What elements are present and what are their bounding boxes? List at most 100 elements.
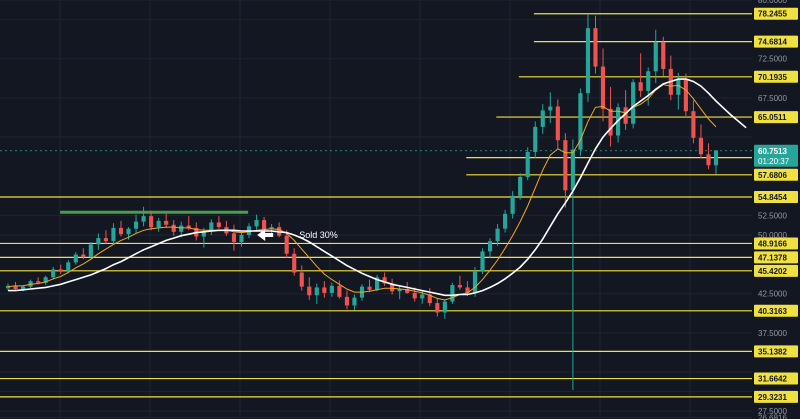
candle-body[interactable] xyxy=(164,220,169,225)
candle-body[interactable] xyxy=(653,42,658,72)
candle-body[interactable] xyxy=(503,213,508,229)
candle-body[interactable] xyxy=(156,220,161,228)
candle-body[interactable] xyxy=(36,281,41,283)
candle-body[interactable] xyxy=(698,137,704,155)
candle-body[interactable] xyxy=(578,93,583,150)
candle-body[interactable] xyxy=(307,286,312,296)
candle-body[interactable] xyxy=(13,285,18,289)
candle-body[interactable] xyxy=(58,269,63,272)
candle-body[interactable] xyxy=(525,151,530,177)
level-price-tag[interactable] xyxy=(754,345,798,358)
candle-body[interactable] xyxy=(420,294,425,299)
candle-body[interactable] xyxy=(533,126,538,152)
candle-body[interactable] xyxy=(20,286,26,289)
resistance-zone-band[interactable] xyxy=(60,210,249,214)
candle-body[interactable] xyxy=(337,285,342,297)
candle-body[interactable] xyxy=(555,106,560,141)
current-price-tag[interactable] xyxy=(754,144,798,167)
level-price-tag[interactable] xyxy=(754,304,798,317)
candle-body[interactable] xyxy=(390,283,395,292)
candle-body[interactable] xyxy=(133,221,139,229)
level-price-tag[interactable] xyxy=(754,237,798,250)
candle-body[interactable] xyxy=(646,71,651,91)
candle-body[interactable] xyxy=(51,269,56,278)
candle-body[interactable] xyxy=(518,176,523,196)
candle-body[interactable] xyxy=(382,277,387,284)
candle-body[interactable] xyxy=(284,235,289,254)
candle-body[interactable] xyxy=(231,233,237,243)
level-price-tag[interactable] xyxy=(754,390,798,403)
level-price-tag[interactable] xyxy=(754,35,798,48)
candle-body[interactable] xyxy=(427,294,432,304)
candle-body[interactable] xyxy=(465,287,470,293)
candle-body[interactable] xyxy=(706,154,711,166)
candle-body[interactable] xyxy=(239,234,244,243)
level-price-tag[interactable] xyxy=(754,70,798,83)
candle-body[interactable] xyxy=(322,287,327,293)
candle-body[interactable] xyxy=(209,222,214,232)
candle-body[interactable] xyxy=(141,216,146,222)
candle-body[interactable] xyxy=(608,108,613,136)
candle-body[interactable] xyxy=(683,79,688,112)
candle-body[interactable] xyxy=(472,270,478,293)
level-price-tag[interactable] xyxy=(754,168,798,181)
candle-body[interactable] xyxy=(540,110,545,127)
candle-body[interactable] xyxy=(661,42,666,69)
candle-body[interactable] xyxy=(126,228,131,235)
candle-body[interactable] xyxy=(262,220,267,230)
candle-body[interactable] xyxy=(585,28,591,94)
level-price-tag[interactable] xyxy=(754,251,798,264)
candle-body[interactable] xyxy=(254,220,259,227)
candle-body[interactable] xyxy=(201,231,206,237)
candle-body[interactable] xyxy=(329,285,334,293)
candle-body[interactable] xyxy=(43,277,48,283)
candle-body[interactable] xyxy=(292,253,297,273)
horizontal-levels[interactable] xyxy=(0,13,752,398)
candle-body[interactable] xyxy=(171,224,176,232)
candle-body[interactable] xyxy=(374,277,380,290)
resistance-zone[interactable] xyxy=(60,210,249,214)
candlestick-series[interactable] xyxy=(5,14,719,391)
candle-body[interactable] xyxy=(713,150,719,166)
candle-body[interactable] xyxy=(442,301,447,313)
candle-body[interactable] xyxy=(563,140,568,191)
candle-body[interactable] xyxy=(510,195,515,214)
candle-body[interactable] xyxy=(405,288,410,293)
annotations[interactable]: Sold 30% xyxy=(257,228,338,241)
candle-body[interactable] xyxy=(96,238,101,245)
candle-body[interactable] xyxy=(487,241,493,252)
level-price-tag[interactable] xyxy=(754,264,798,277)
candle-body[interactable] xyxy=(149,216,154,228)
candle-body[interactable] xyxy=(570,149,575,191)
level-price-tag[interactable] xyxy=(754,191,798,204)
candle-body[interactable] xyxy=(88,244,93,257)
candle-body[interactable] xyxy=(179,225,184,232)
level-price-tag[interactable] xyxy=(754,372,798,385)
level-price-tag[interactable] xyxy=(754,111,798,124)
candle-body[interactable] xyxy=(186,225,191,228)
level-price-tag[interactable] xyxy=(754,7,798,20)
candle-body[interactable] xyxy=(548,106,553,111)
candle-body[interactable] xyxy=(480,251,485,271)
candle-body[interactable] xyxy=(623,107,628,124)
candle-body[interactable] xyxy=(412,292,417,299)
candle-body[interactable] xyxy=(81,254,86,257)
candle-body[interactable] xyxy=(299,272,304,287)
candle-body[interactable] xyxy=(344,296,350,306)
candle-body[interactable] xyxy=(450,285,455,302)
candle-body[interactable] xyxy=(111,227,116,242)
candle-body[interactable] xyxy=(216,222,221,228)
candle-body[interactable] xyxy=(638,82,643,91)
candle-body[interactable] xyxy=(118,227,124,235)
candle-body[interactable] xyxy=(676,79,681,95)
candle-body[interactable] xyxy=(631,82,636,124)
candle-body[interactable] xyxy=(691,111,696,138)
candle-body[interactable] xyxy=(73,254,78,263)
candle-body[interactable] xyxy=(600,66,606,109)
candle-body[interactable] xyxy=(397,288,402,292)
candle-body[interactable] xyxy=(314,287,319,296)
candle-body[interactable] xyxy=(66,262,71,272)
candle-body[interactable] xyxy=(435,303,440,313)
